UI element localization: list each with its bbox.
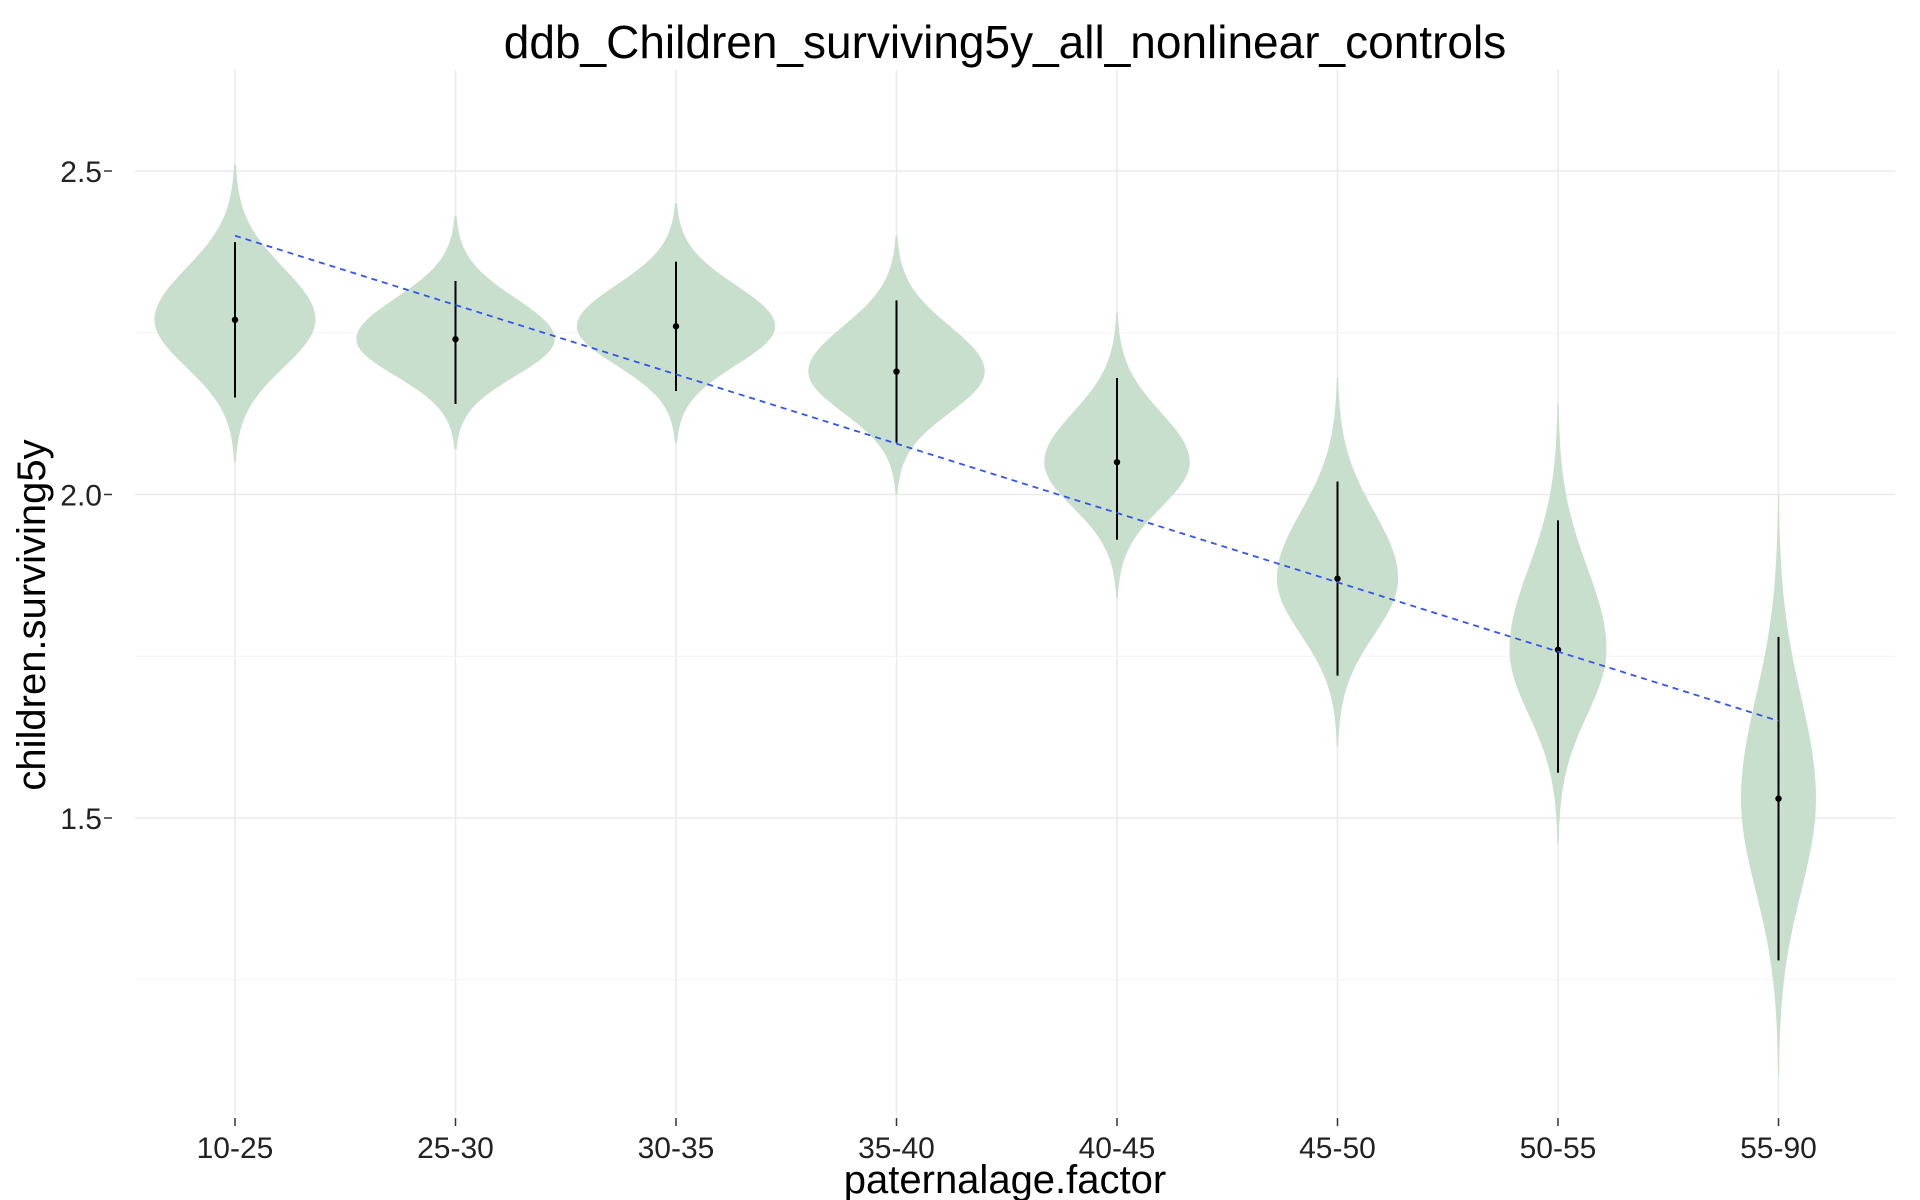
x-tick-label: 25-30: [417, 1132, 494, 1165]
median-point-25-30: [452, 336, 459, 343]
violins: [154, 164, 1816, 1077]
x-tick-label: 50-55: [1520, 1132, 1597, 1165]
grid-lines: [135, 70, 1895, 1115]
chart-title: ddb_Children_surviving5y_all_nonlinear_c…: [504, 16, 1506, 68]
x-axis: 10-25 25-30 30-35 35-40 40-45 45-50 50-55 55-90: [197, 1118, 1817, 1165]
y-axis-title: children.surviving5y: [10, 439, 54, 790]
x-tick-label: 35-40: [858, 1132, 935, 1165]
median-point-10-25: [231, 316, 239, 324]
x-tick-label: 45-50: [1299, 1132, 1376, 1165]
median-point-30-35: [672, 323, 680, 330]
x-tick-label: 10-25: [197, 1132, 274, 1165]
x-tick-label: 30-35: [638, 1132, 715, 1165]
median-point-35-40: [893, 368, 900, 375]
x-tick-label: 55-90: [1740, 1132, 1817, 1165]
y-tick-label: 2.5: [60, 156, 102, 189]
trend-line-group: [234, 234, 1779, 722]
y-tick-label: 1.5: [60, 803, 102, 836]
median-point-55-90: [1775, 795, 1782, 802]
x-tick-label: 40-45: [1079, 1132, 1156, 1165]
median-point-45-50: [1334, 575, 1341, 582]
y-tick-label: 2.0: [60, 480, 102, 513]
x-axis-title: paternalage.factor: [844, 1158, 1166, 1200]
y-axis: 1.5 2.0 2.5: [60, 156, 112, 836]
median-point-40-45: [1113, 458, 1121, 466]
trend-line: [234, 234, 1779, 722]
